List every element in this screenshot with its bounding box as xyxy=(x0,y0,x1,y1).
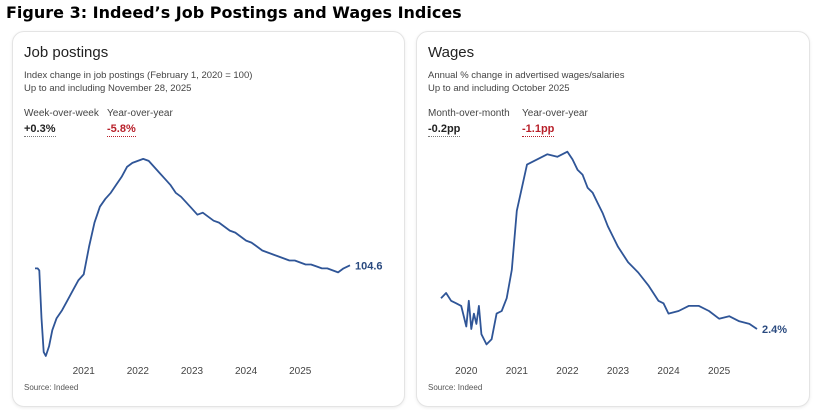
x-tick-label: 2021 xyxy=(506,366,529,377)
card-title: Wages xyxy=(428,44,475,61)
card-subtitle: Index change in job postings (February 1… xyxy=(24,70,253,81)
year-over-year-value[interactable]: -5.8% xyxy=(107,123,136,137)
week-over-week-label: Week-over-week xyxy=(24,108,99,119)
year-over-year-value[interactable]: -1.1pp xyxy=(522,123,555,137)
card-subtitle: Annual % change in advertised wages/sala… xyxy=(428,70,625,81)
x-tick-label: 2021 xyxy=(73,366,96,377)
end-value-label: 104.6 xyxy=(355,260,383,272)
job-postings-chart: 104.6 2021 2022 2023 2024 2025 xyxy=(35,158,383,377)
year-over-year-label: Year-over-year xyxy=(522,108,588,119)
x-tick-label: 2024 xyxy=(235,366,258,377)
job-postings-card: Job postings Index change in job posting… xyxy=(12,31,405,407)
card-date-note: Up to and including November 28, 2025 xyxy=(24,83,192,94)
wages-chart: 2.4% 2020 2021 2022 2023 2024 2025 xyxy=(440,150,787,377)
x-tick-label: 2022 xyxy=(556,366,579,377)
month-over-month-label: Month-over-month xyxy=(428,108,510,119)
month-over-month-value[interactable]: -0.2pp xyxy=(428,123,461,137)
series-line-0 xyxy=(35,158,351,357)
card-title: Job postings xyxy=(24,44,109,61)
year-over-year-label: Year-over-year xyxy=(107,108,173,119)
source-note: Source: Indeed xyxy=(24,383,79,392)
wages-card: Wages Annual % change in advertised wage… xyxy=(416,31,810,407)
x-tick-label: 2022 xyxy=(127,366,150,377)
card-date-note: Up to and including October 2025 xyxy=(428,83,570,94)
x-tick-label: 2025 xyxy=(289,366,312,377)
x-tick-label: 2024 xyxy=(657,366,680,377)
source-note: Source: Indeed xyxy=(428,383,483,392)
x-tick-label: 2020 xyxy=(455,366,478,377)
week-over-week-value[interactable]: +0.3% xyxy=(24,123,56,137)
x-tick-label: 2023 xyxy=(607,366,630,377)
series-line-0 xyxy=(440,150,758,346)
figure-title: Figure 3: Indeed’s Job Postings and Wage… xyxy=(6,3,462,22)
x-tick-label: 2025 xyxy=(708,366,731,377)
x-tick-label: 2023 xyxy=(181,366,204,377)
end-value-label: 2.4% xyxy=(762,324,787,336)
